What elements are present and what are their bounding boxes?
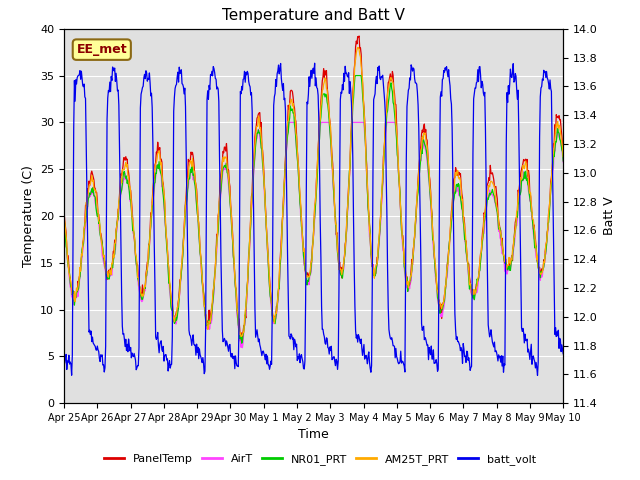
NR01_PRT <box>60 216 68 222</box>
AM25T_PRT <box>120 167 128 172</box>
NR01_PRT <box>198 261 205 267</box>
AirT <box>198 270 205 276</box>
PanelTemp <box>172 320 179 325</box>
batt_volt <box>198 357 205 362</box>
AirT <box>172 313 179 319</box>
Line: NR01_PRT: NR01_PRT <box>64 76 563 343</box>
AirT <box>239 345 246 350</box>
batt_volt <box>69 240 77 246</box>
AirT <box>559 159 567 165</box>
batt_volt <box>374 67 382 73</box>
PanelTemp <box>355 33 363 39</box>
NR01_PRT <box>559 158 567 164</box>
PanelTemp <box>237 338 244 344</box>
AirT <box>60 219 68 225</box>
AM25T_PRT <box>172 315 179 321</box>
PanelTemp <box>559 150 567 156</box>
NR01_PRT <box>390 102 397 108</box>
NR01_PRT <box>69 288 77 294</box>
batt_volt <box>120 336 128 342</box>
PanelTemp <box>390 86 397 92</box>
batt_volt <box>534 372 541 378</box>
AirT <box>390 120 397 125</box>
batt_volt <box>60 360 68 365</box>
batt_volt <box>559 351 567 357</box>
AM25T_PRT <box>354 45 362 50</box>
Line: AM25T_PRT: AM25T_PRT <box>64 48 563 336</box>
batt_volt <box>172 85 179 91</box>
Text: EE_met: EE_met <box>77 43 127 56</box>
AM25T_PRT <box>69 292 77 298</box>
AM25T_PRT <box>237 334 245 339</box>
Title: Temperature and Batt V: Temperature and Batt V <box>222 9 405 24</box>
AM25T_PRT <box>60 215 68 221</box>
Line: PanelTemp: PanelTemp <box>64 36 563 341</box>
PanelTemp <box>69 300 77 305</box>
AirT <box>286 120 294 125</box>
NR01_PRT <box>120 168 128 174</box>
NR01_PRT <box>352 73 360 79</box>
Legend: PanelTemp, AirT, NR01_PRT, AM25T_PRT, batt_volt: PanelTemp, AirT, NR01_PRT, AM25T_PRT, ba… <box>100 450 540 469</box>
NR01_PRT <box>376 237 383 242</box>
AirT <box>69 302 77 308</box>
AirT <box>376 240 383 246</box>
PanelTemp <box>120 155 128 161</box>
AirT <box>120 176 128 182</box>
PanelTemp <box>60 206 68 212</box>
AM25T_PRT <box>376 232 383 238</box>
AM25T_PRT <box>559 154 567 159</box>
AM25T_PRT <box>390 88 397 94</box>
Y-axis label: Temperature (C): Temperature (C) <box>22 165 35 267</box>
NR01_PRT <box>172 319 179 325</box>
batt_volt <box>311 60 319 66</box>
Line: AirT: AirT <box>64 122 563 348</box>
NR01_PRT <box>238 340 246 346</box>
Y-axis label: Batt V: Batt V <box>604 197 616 235</box>
PanelTemp <box>198 264 205 270</box>
batt_volt <box>389 343 397 348</box>
X-axis label: Time: Time <box>298 429 329 442</box>
AM25T_PRT <box>198 269 205 275</box>
PanelTemp <box>376 236 383 241</box>
Line: batt_volt: batt_volt <box>64 63 563 375</box>
